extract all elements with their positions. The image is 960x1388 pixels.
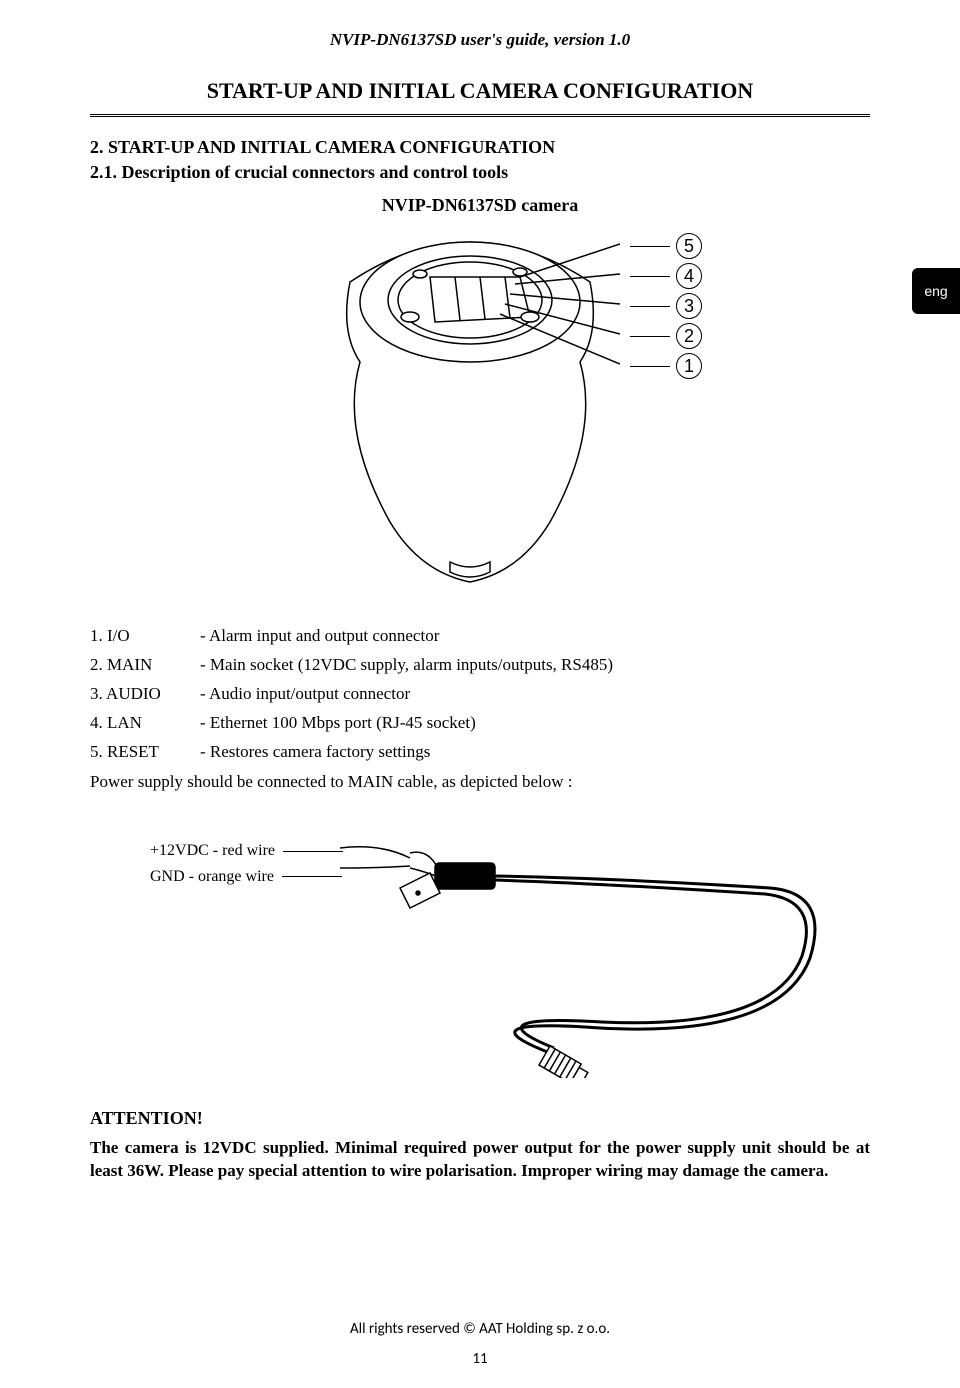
callout-stack: 5 4 3 2 1 bbox=[630, 232, 702, 382]
wire-orange-label: GND - orange wire bbox=[150, 864, 274, 890]
connector-id: 3. AUDIO bbox=[90, 680, 200, 709]
cable-diagram: +12VDC - red wire GND - orange wire bbox=[90, 828, 870, 1078]
connector-id: 4. LAN bbox=[90, 709, 200, 738]
attention-title: ATTENTION! bbox=[90, 1108, 870, 1129]
title-divider bbox=[90, 114, 870, 117]
callout-4: 4 bbox=[630, 262, 702, 290]
callout-3: 3 bbox=[630, 292, 702, 320]
section-heading: 2. START-UP AND INITIAL CAMERA CONFIGURA… bbox=[90, 137, 870, 158]
page-title: START-UP AND INITIAL CAMERA CONFIGURATIO… bbox=[90, 78, 870, 104]
camera-svg bbox=[320, 222, 620, 592]
connector-id: 1. I/O bbox=[90, 622, 200, 651]
connector-list: 1. I/O - Alarm input and output connecto… bbox=[90, 622, 870, 766]
attention-body: The camera is 12VDC supplied. Minimal re… bbox=[90, 1137, 870, 1183]
connector-desc: - Alarm input and output connector bbox=[200, 622, 439, 651]
doc-header: NVIP-DN6137SD user's guide, version 1.0 bbox=[90, 30, 870, 50]
connector-row: 1. I/O - Alarm input and output connecto… bbox=[90, 622, 870, 651]
connector-desc: - Ethernet 100 Mbps port (RJ-45 socket) bbox=[200, 709, 476, 738]
wire-red-label: +12VDC - red wire bbox=[150, 838, 275, 864]
camera-label: NVIP-DN6137SD camera bbox=[90, 195, 870, 216]
power-note: Power supply should be connected to MAIN… bbox=[90, 772, 870, 792]
page-number: 11 bbox=[0, 1350, 960, 1368]
callout-2: 2 bbox=[630, 322, 702, 350]
cable-svg bbox=[340, 818, 840, 1078]
connector-id: 2. MAIN bbox=[90, 651, 200, 680]
callout-1: 1 bbox=[630, 352, 702, 380]
connector-desc: - Audio input/output connector bbox=[200, 680, 410, 709]
connector-row: 4. LAN - Ethernet 100 Mbps port (RJ-45 s… bbox=[90, 709, 870, 738]
connector-row: 3. AUDIO - Audio input/output connector bbox=[90, 680, 870, 709]
footer-copyright: All rights reserved © AAT Holding sp. z … bbox=[0, 1320, 960, 1338]
camera-diagram: 5 4 3 2 1 bbox=[90, 222, 870, 602]
connector-row: 5. RESET - Restores camera factory setti… bbox=[90, 738, 870, 767]
connector-row: 2. MAIN - Main socket (12VDC supply, ala… bbox=[90, 651, 870, 680]
wire-labels: +12VDC - red wire GND - orange wire bbox=[150, 838, 343, 889]
connector-id: 5. RESET bbox=[90, 738, 200, 767]
language-tab: eng bbox=[912, 268, 960, 314]
connector-desc: - Main socket (12VDC supply, alarm input… bbox=[200, 651, 613, 680]
connector-desc: - Restores camera factory settings bbox=[200, 738, 430, 767]
sub-heading: 2.1. Description of crucial connectors a… bbox=[90, 162, 870, 183]
callout-5: 5 bbox=[630, 232, 702, 260]
